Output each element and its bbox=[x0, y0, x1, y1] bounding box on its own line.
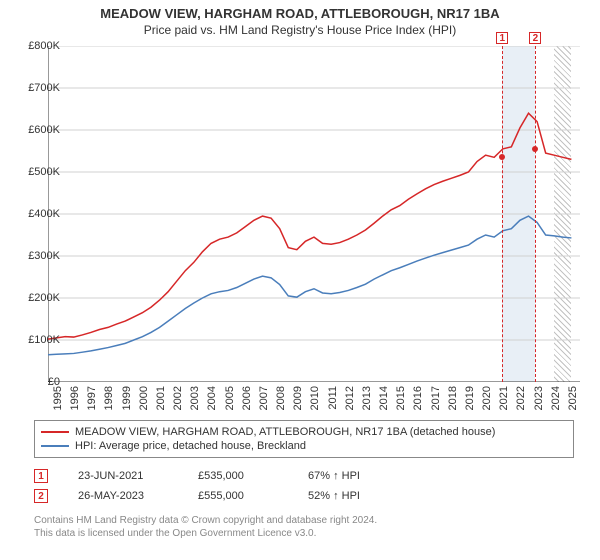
x-tick-label: 1998 bbox=[103, 386, 115, 410]
chart-title: MEADOW VIEW, HARGHAM ROAD, ATTLEBOROUGH,… bbox=[0, 0, 600, 21]
y-tick-label: £500K bbox=[4, 166, 60, 178]
marker-label: 2 bbox=[527, 32, 543, 44]
legend-item: MEADOW VIEW, HARGHAM ROAD, ATTLEBOROUGH,… bbox=[41, 425, 567, 439]
x-tick-label: 2022 bbox=[515, 386, 527, 410]
price-table: 1 23-JUN-2021 £535,000 67% ↑ HPI 2 26-MA… bbox=[34, 466, 574, 506]
x-tick-label: 2009 bbox=[292, 386, 304, 410]
price-date: 26-MAY-2023 bbox=[78, 490, 168, 502]
x-tick-label: 2017 bbox=[430, 386, 442, 410]
price-date: 23-JUN-2021 bbox=[78, 470, 168, 482]
legend-label: MEADOW VIEW, HARGHAM ROAD, ATTLEBOROUGH,… bbox=[75, 426, 495, 438]
y-tick-label: £200K bbox=[4, 292, 60, 304]
price-marker: 1 bbox=[34, 469, 48, 483]
y-tick-label: £700K bbox=[4, 82, 60, 94]
legend-swatch bbox=[41, 431, 69, 433]
price-point bbox=[499, 154, 505, 160]
price-delta: 52% ↑ HPI bbox=[308, 490, 360, 502]
y-tick-label: £400K bbox=[4, 208, 60, 220]
x-tick-label: 2014 bbox=[378, 386, 390, 410]
x-tick-label: 2015 bbox=[395, 386, 407, 410]
price-amount: £535,000 bbox=[198, 470, 278, 482]
price-row: 1 23-JUN-2021 £535,000 67% ↑ HPI bbox=[34, 466, 574, 486]
footer: Contains HM Land Registry data © Crown c… bbox=[34, 514, 574, 540]
legend-swatch bbox=[41, 445, 69, 447]
x-tick-label: 2025 bbox=[567, 386, 579, 410]
series-line bbox=[48, 113, 571, 339]
x-tick-label: 1996 bbox=[69, 386, 81, 410]
x-tick-label: 2010 bbox=[309, 386, 321, 410]
x-tick-label: 2008 bbox=[275, 386, 287, 410]
plot-svg bbox=[48, 46, 580, 382]
footer-line: This data is licensed under the Open Gov… bbox=[34, 527, 574, 540]
x-tick-label: 2018 bbox=[447, 386, 459, 410]
x-tick-label: 1995 bbox=[52, 386, 64, 410]
marker-line bbox=[502, 46, 503, 382]
footer-line: Contains HM Land Registry data © Crown c… bbox=[34, 514, 574, 527]
price-row: 2 26-MAY-2023 £555,000 52% ↑ HPI bbox=[34, 486, 574, 506]
x-tick-label: 2011 bbox=[327, 386, 339, 410]
chart-container: MEADOW VIEW, HARGHAM ROAD, ATTLEBOROUGH,… bbox=[0, 0, 600, 560]
x-tick-label: 1999 bbox=[121, 386, 133, 410]
marker-label: 1 bbox=[494, 32, 510, 44]
legend-item: HPI: Average price, detached house, Brec… bbox=[41, 439, 567, 453]
x-tick-label: 2021 bbox=[498, 386, 510, 410]
y-tick-label: £100K bbox=[4, 334, 60, 346]
x-tick-label: 2006 bbox=[241, 386, 253, 410]
x-tick-label: 2023 bbox=[533, 386, 545, 410]
x-tick-label: 2012 bbox=[344, 386, 356, 410]
x-tick-label: 2004 bbox=[206, 386, 218, 410]
y-tick-label: £600K bbox=[4, 124, 60, 136]
x-tick-label: 2002 bbox=[172, 386, 184, 410]
x-tick-label: 2005 bbox=[224, 386, 236, 410]
x-tick-label: 2024 bbox=[550, 386, 562, 410]
price-point bbox=[532, 146, 538, 152]
y-tick-label: £300K bbox=[4, 250, 60, 262]
plot-area: 12 bbox=[48, 46, 580, 382]
legend-label: HPI: Average price, detached house, Brec… bbox=[75, 440, 306, 452]
x-tick-label: 2000 bbox=[138, 386, 150, 410]
price-amount: £555,000 bbox=[198, 490, 278, 502]
x-tick-label: 2019 bbox=[464, 386, 476, 410]
y-tick-label: £800K bbox=[4, 40, 60, 52]
x-tick-label: 2001 bbox=[155, 386, 167, 410]
series-line bbox=[48, 216, 571, 355]
price-marker: 2 bbox=[34, 489, 48, 503]
x-tick-label: 2003 bbox=[189, 386, 201, 410]
x-tick-label: 2016 bbox=[412, 386, 424, 410]
legend: MEADOW VIEW, HARGHAM ROAD, ATTLEBOROUGH,… bbox=[34, 420, 574, 458]
x-tick-label: 2020 bbox=[481, 386, 493, 410]
x-tick-label: 1997 bbox=[86, 386, 98, 410]
price-delta: 67% ↑ HPI bbox=[308, 470, 360, 482]
x-tick-label: 2007 bbox=[258, 386, 270, 410]
x-tick-label: 2013 bbox=[361, 386, 373, 410]
marker-line bbox=[535, 46, 536, 382]
